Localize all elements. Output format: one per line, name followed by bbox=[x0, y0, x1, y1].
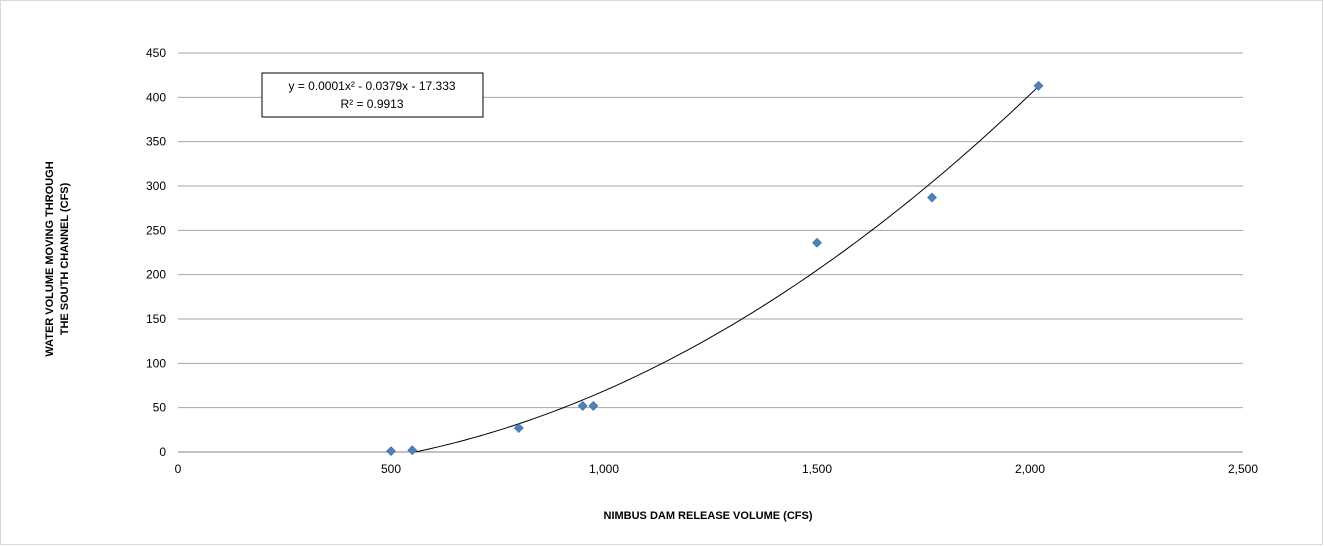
x-tick-label: 0 bbox=[175, 462, 182, 476]
trendline-equation-box: y = 0.0001x² - 0.0379x - 17.333 R² = 0.9… bbox=[261, 72, 484, 118]
x-tick-label: 1,000 bbox=[589, 462, 619, 476]
trendline-equation: y = 0.0001x² - 0.0379x - 17.333 bbox=[288, 79, 455, 93]
gridlines bbox=[178, 52, 1243, 409]
y-axis-title: WATER VOLUME MOVING THROUGH THE SOUTH CH… bbox=[44, 161, 71, 356]
x-tick-label: 500 bbox=[381, 462, 401, 476]
y-tick-label: 400 bbox=[146, 90, 166, 104]
y-tick-label: 50 bbox=[153, 401, 167, 415]
y-tick-label: 200 bbox=[146, 268, 166, 282]
data-point bbox=[386, 446, 396, 457]
x-tick-labels: 0 500 1,000 1,500 2,000 2,500 bbox=[175, 462, 1259, 476]
trendline-r-squared: R² = 0.9913 bbox=[340, 97, 403, 111]
y-tick-label: 350 bbox=[146, 135, 166, 149]
x-tick-label: 2,000 bbox=[1015, 462, 1045, 476]
y-tick-label: 0 bbox=[159, 445, 166, 459]
data-point bbox=[407, 445, 418, 456]
data-point bbox=[1033, 80, 1044, 91]
y-axis-title-line-1: WATER VOLUME MOVING THROUGH bbox=[44, 161, 56, 356]
y-axis-title-line-2: THE SOUTH CHANNEL (CFS) bbox=[59, 182, 71, 335]
y-tick-label: 300 bbox=[146, 179, 166, 193]
y-tick-label: 450 bbox=[146, 46, 166, 60]
data-points bbox=[386, 80, 1044, 457]
y-tick-label: 150 bbox=[146, 312, 166, 326]
equation-box-border bbox=[261, 72, 484, 118]
y-tick-label: 250 bbox=[146, 223, 166, 237]
data-point bbox=[588, 400, 599, 411]
data-point bbox=[927, 192, 937, 203]
x-axis-title: NIMBUS DAM RELEASE VOLUME (CFS) bbox=[604, 510, 813, 522]
x-tick-label: 2,500 bbox=[1228, 462, 1258, 476]
data-point bbox=[812, 237, 822, 248]
data-point bbox=[513, 423, 524, 433]
y-tick-labels: 0 50 100 150 200 250 300 350 400 450 bbox=[146, 46, 166, 459]
x-tick-label: 1,500 bbox=[802, 462, 832, 476]
y-tick-label: 100 bbox=[146, 356, 166, 370]
trendline bbox=[412, 85, 1039, 453]
data-point bbox=[577, 400, 588, 411]
